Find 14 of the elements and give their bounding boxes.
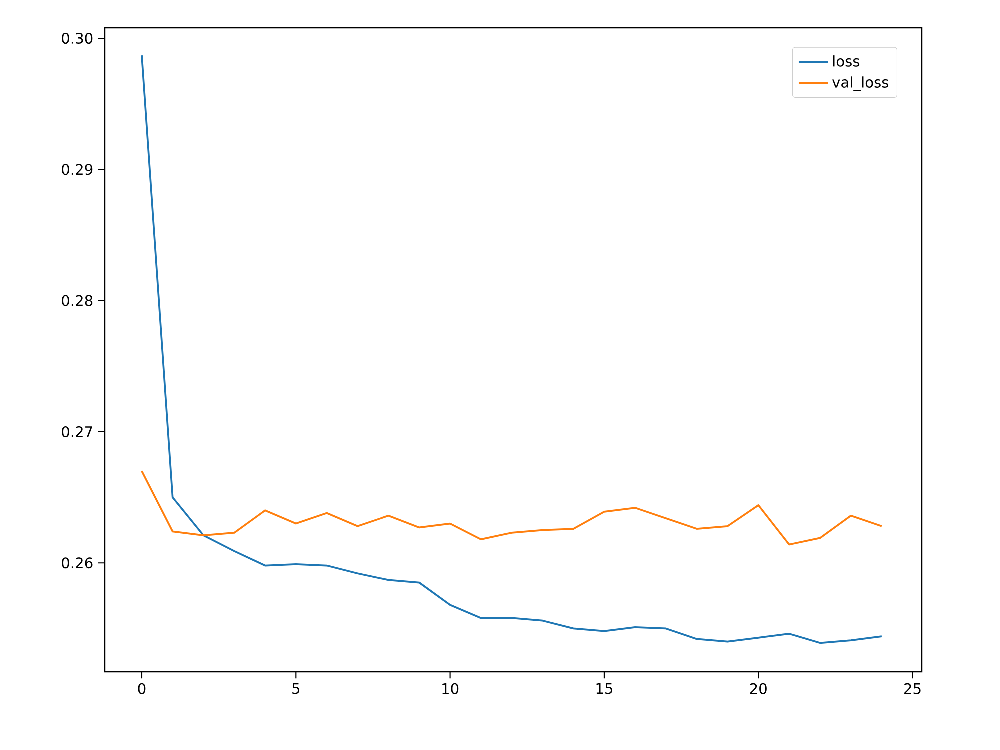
y-tick-label: 0.26 bbox=[62, 558, 93, 569]
x-tick-label: 25 bbox=[904, 683, 921, 694]
y-tick-label: 0.30 bbox=[62, 32, 93, 44]
y-tick-label: 0.29 bbox=[62, 164, 93, 176]
x-tick-label: 5 bbox=[292, 683, 300, 694]
legend-label: loss bbox=[833, 56, 860, 67]
x-tick-label: 20 bbox=[750, 683, 767, 694]
y-tick-label: 0.28 bbox=[62, 295, 93, 306]
legend-label: val_loss bbox=[832, 76, 889, 92]
x-tick-label: 10 bbox=[442, 683, 459, 694]
line-series bbox=[141, 470, 883, 546]
y-tick-label: 0.27 bbox=[62, 426, 92, 438]
x-tick-label: 0 bbox=[138, 683, 146, 694]
x-tick-label: 15 bbox=[596, 683, 612, 694]
